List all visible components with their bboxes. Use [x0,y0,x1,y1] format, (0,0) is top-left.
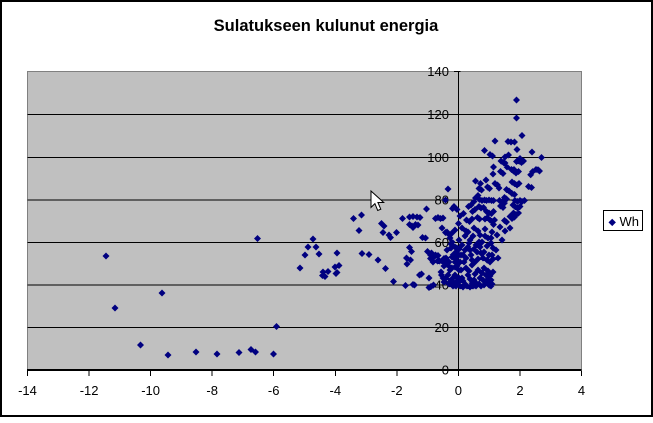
svg-text:-10: -10 [141,383,160,398]
svg-text:120: 120 [427,107,449,122]
svg-text:Wh: Wh [620,214,640,229]
svg-text:4: 4 [578,383,585,398]
svg-text:-2: -2 [391,383,403,398]
svg-text:100: 100 [427,150,449,165]
svg-text:-12: -12 [80,383,99,398]
svg-text:-14: -14 [18,383,37,398]
svg-text:0: 0 [455,383,462,398]
svg-text:60: 60 [435,235,449,250]
svg-text:-4: -4 [330,383,342,398]
svg-text:20: 20 [435,320,449,335]
svg-text:2: 2 [516,383,523,398]
svg-text:-6: -6 [268,383,280,398]
svg-text:0: 0 [442,363,449,378]
svg-text:-8: -8 [206,383,218,398]
svg-text:140: 140 [427,64,449,79]
svg-text:80: 80 [435,193,449,208]
svg-text:Sulatukseen kulunut energia: Sulatukseen kulunut energia [214,17,439,35]
